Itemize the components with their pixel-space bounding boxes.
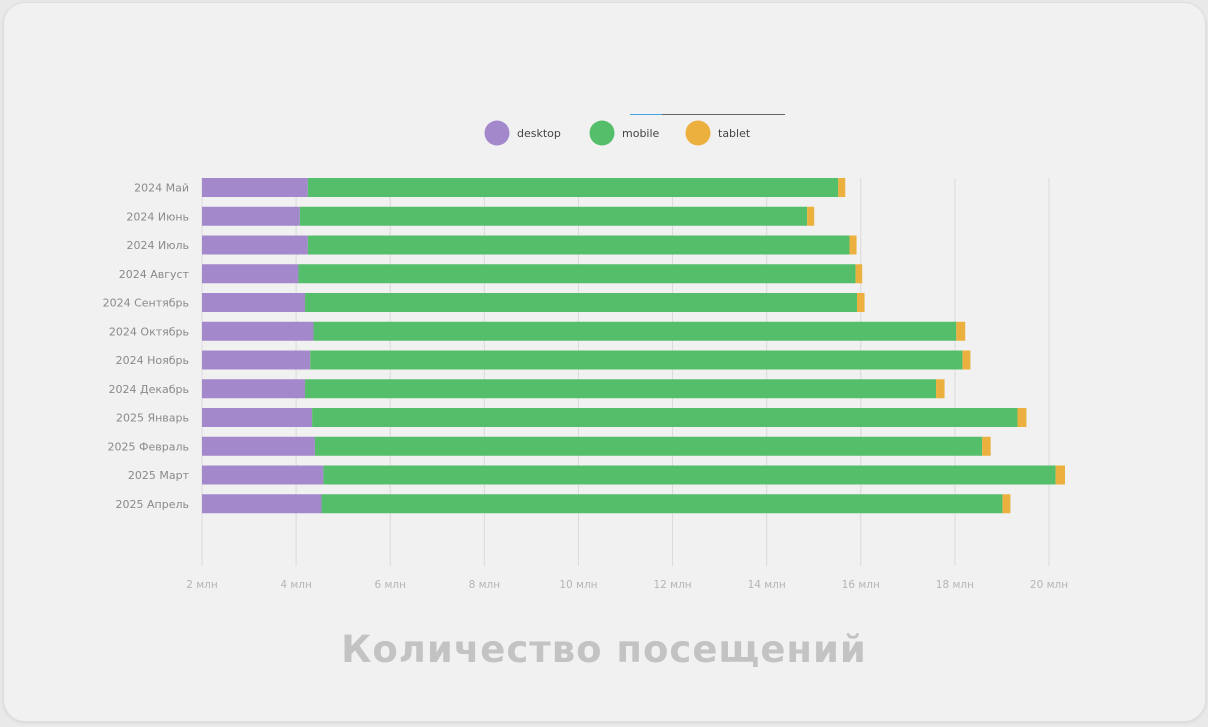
bar-tablet <box>1002 494 1011 514</box>
y-category-label: 2024 Сентябрь <box>103 297 189 310</box>
x-tick-label: 12 млн <box>653 579 691 591</box>
y-category-label: 2024 Декабрь <box>109 383 190 396</box>
x-tick-label: 8 млн <box>469 579 501 591</box>
x-tick-label: 10 млн <box>559 579 597 591</box>
bar-mobile <box>307 235 850 255</box>
bar-mobile <box>312 408 1018 427</box>
bar-desktop <box>202 350 311 370</box>
y-category-label: 2025 Январь <box>116 412 189 425</box>
bar-tablet <box>982 436 991 456</box>
bar-desktop <box>202 321 314 341</box>
bar-desktop <box>202 264 299 284</box>
bar-desktop <box>202 235 308 255</box>
bar-tablet <box>936 379 945 399</box>
chart-title: Количество посещений <box>341 628 867 671</box>
y-category-label: 2024 Август <box>119 268 190 281</box>
bar-tablet <box>956 321 966 341</box>
x-tick-label: 20 млн <box>1030 579 1068 591</box>
bar-desktop <box>202 408 313 427</box>
legend-tablet-label: tablet <box>718 127 751 140</box>
bar-desktop <box>202 494 322 514</box>
bar-mobile <box>305 379 937 399</box>
bar-mobile <box>307 178 839 197</box>
y-category-label: 2025 Март <box>128 469 190 482</box>
bar-desktop <box>202 436 315 456</box>
y-category-label: 2024 Май <box>134 182 189 195</box>
bar-tablet <box>807 206 815 226</box>
bar-tablet <box>849 235 857 255</box>
bar-tablet <box>857 293 865 312</box>
bar-desktop <box>202 178 308 197</box>
bar-tablet <box>1055 465 1065 485</box>
legend-mobile-marker <box>589 120 615 146</box>
y-category-label: 2025 Апрель <box>116 498 189 511</box>
y-category-label: 2024 Ноябрь <box>116 354 189 367</box>
bar-tablet <box>1017 408 1027 427</box>
bar-mobile <box>299 206 808 226</box>
x-tick-label: 2 млн <box>186 579 218 591</box>
y-category-label: 2024 Июнь <box>126 210 189 223</box>
x-tick-label: 16 млн <box>842 579 880 591</box>
bar-desktop <box>202 379 306 399</box>
y-category-label: 2025 Февраль <box>108 440 189 453</box>
bar-tablet <box>855 264 863 284</box>
bar-mobile <box>314 436 983 456</box>
bar-desktop <box>202 206 300 226</box>
legend-tablet-marker <box>685 120 711 146</box>
bar-tablet <box>838 178 846 197</box>
bar-desktop <box>202 293 306 312</box>
legend-desktop-marker <box>484 120 510 146</box>
y-category-label: 2024 Июль <box>127 239 190 252</box>
y-category-label: 2024 Октябрь <box>109 325 189 338</box>
x-tick-label: 4 млн <box>280 579 312 591</box>
bar-mobile <box>310 350 963 370</box>
bar-mobile <box>298 264 856 284</box>
x-tick-label: 6 млн <box>374 579 406 591</box>
bar-mobile <box>321 494 1003 514</box>
bar-tablet <box>962 350 971 370</box>
legend-mobile-label: mobile <box>622 127 660 140</box>
bar-desktop <box>202 465 324 485</box>
bar-mobile <box>313 321 957 341</box>
bar-mobile <box>323 465 1056 485</box>
x-tick-label: 14 млн <box>748 579 786 591</box>
legend-desktop-label: desktop <box>517 127 561 140</box>
bar-mobile <box>305 293 858 312</box>
x-tick-label: 18 млн <box>936 579 974 591</box>
